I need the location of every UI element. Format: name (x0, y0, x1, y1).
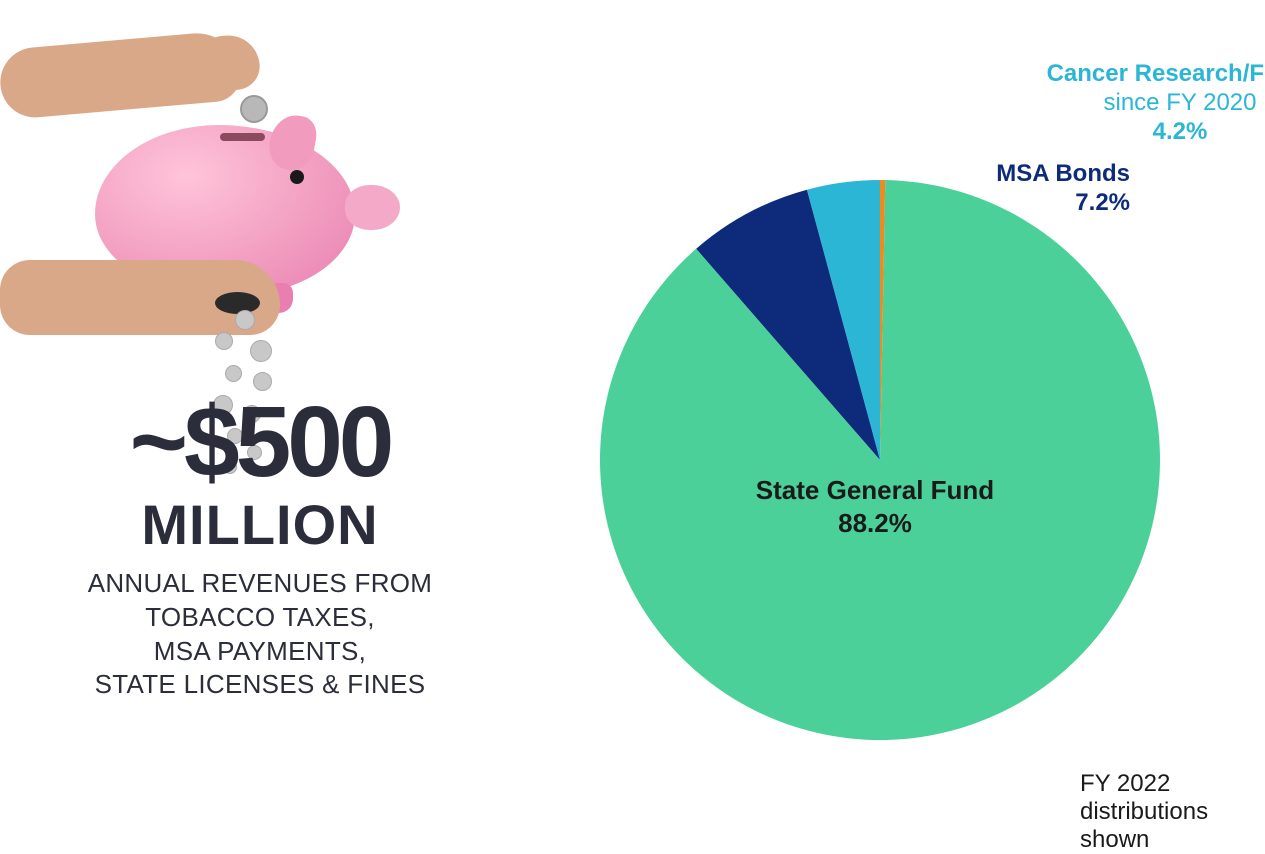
chart-caption: FY 2022 distributions shown (1080, 770, 1265, 854)
headline-desc-line: STATE LICENSES & FINES (40, 668, 480, 702)
headline-description: ANNUAL REVENUES FROM TOBACCO TAXES, MSA … (40, 567, 480, 702)
piggy-bank-illustration (0, 30, 400, 390)
slice-label: Cancer Research/FPHS (1020, 60, 1265, 89)
headline-desc-line: MSA PAYMENTS, (40, 635, 480, 669)
slice-sublabel: since FY 2020 (1020, 89, 1265, 118)
label-general-fund: State General Fund 88.2% (700, 475, 1050, 539)
label-cancer-research: Cancer Research/FPHS since FY 2020 4.2% (1020, 60, 1265, 146)
slice-label: State General Fund (700, 475, 1050, 506)
headline-desc-line: TOBACCO TAXES, (40, 601, 480, 635)
headline-block: ~$500 MILLION ANNUAL REVENUES FROM TOBAC… (40, 395, 480, 702)
infographic-root: ~$500 MILLION ANNUAL REVENUES FROM TOBAC… (0, 0, 1265, 828)
right-panel: Cancer Research/FPHS since FY 2020 4.2% … (480, 0, 1265, 828)
headline-amount: ~$500 (40, 395, 480, 490)
headline-desc-line: ANNUAL REVENUES FROM (40, 567, 480, 601)
left-panel: ~$500 MILLION ANNUAL REVENUES FROM TOBAC… (0, 0, 480, 828)
slice-pct: 4.2% (1020, 118, 1265, 147)
pie-svg (600, 180, 1160, 740)
headline-unit: MILLION (40, 492, 480, 557)
hand-top-icon (0, 30, 243, 121)
slice-pct: 88.2% (700, 508, 1050, 539)
pie-chart (600, 180, 1160, 740)
